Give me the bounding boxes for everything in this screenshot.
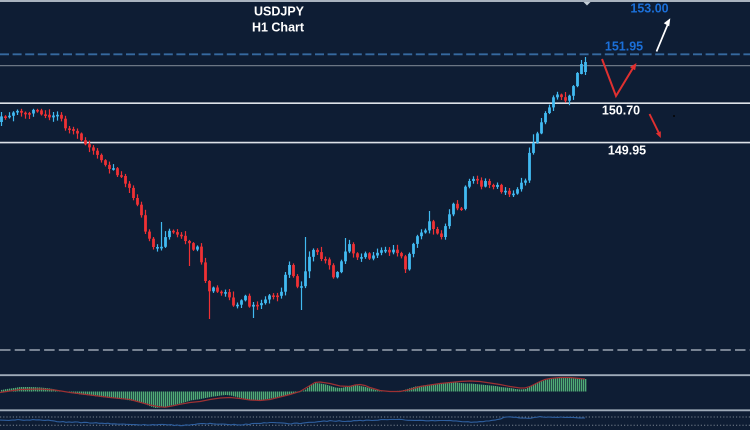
svg-text:H1 Chart: H1 Chart — [252, 21, 305, 35]
svg-text:150.70: 150.70 — [602, 104, 640, 118]
svg-text:149.95: 149.95 — [608, 144, 646, 158]
svg-text:USDJPY: USDJPY — [254, 5, 305, 19]
svg-text:151.95: 151.95 — [605, 40, 643, 54]
svg-text:153.00: 153.00 — [630, 2, 668, 16]
